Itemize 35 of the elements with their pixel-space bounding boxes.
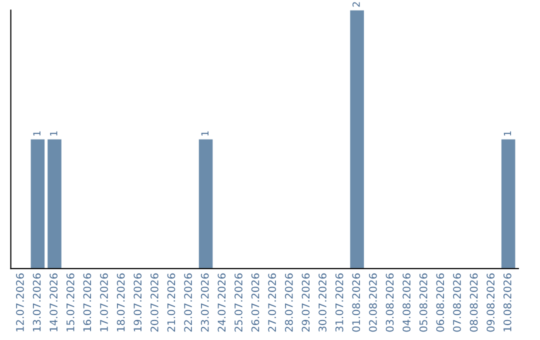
x-tick-label: 21.07.2026 — [167, 273, 176, 332]
data-label: 2 — [352, 2, 360, 7]
x-tick-label: 06.08.2026 — [436, 273, 444, 332]
x-tick-label: 14.07.2026 — [50, 273, 58, 332]
x-tick-label: 16.07.2026 — [83, 273, 92, 332]
x-tick-label: 15.07.2026 — [66, 273, 74, 332]
data-label: 1 — [201, 131, 208, 136]
x-tick-label: 08.08.2026 — [470, 273, 478, 332]
x-tick-label: 25.07.2026 — [234, 273, 242, 332]
x-tick-label: 03.08.2026 — [386, 273, 394, 332]
x-tick-label: 17.07.2026 — [100, 273, 108, 332]
data-label: 1 — [504, 131, 511, 136]
x-tick-label: 13.07.2026 — [32, 273, 41, 332]
x-tick-label: 29.07.2026 — [302, 273, 310, 332]
x-tick-label: 04.08.2026 — [402, 273, 410, 332]
x-tick-label: 12.07.2026 — [16, 273, 24, 332]
x-tick-label: 23.07.2026 — [200, 273, 209, 332]
x-tick-label: 05.08.2026 — [419, 273, 428, 332]
x-tick-label: 09.08.2026 — [486, 273, 495, 332]
x-tick-label: 26.07.2026 — [251, 273, 260, 332]
x-tick-label: 19.07.2026 — [134, 273, 142, 332]
x-tick-label: 18.07.2026 — [116, 273, 125, 332]
x-tick-label: 27.07.2026 — [268, 273, 276, 332]
x-tick-label: 22.07.2026 — [184, 273, 192, 332]
x-tick-label: 01.08.2026 — [352, 273, 360, 332]
x-tick-label: 02.08.2026 — [368, 273, 377, 332]
x-tick-label: 30.07.2026 — [318, 273, 326, 332]
x-tick-label: 10.08.2026 — [503, 273, 512, 332]
data-label: 1 — [33, 131, 40, 136]
x-tick-label: 24.07.2026 — [218, 273, 226, 332]
x-tick-label: 28.07.2026 — [284, 273, 293, 332]
x-tick-label: 31.07.2026 — [335, 273, 344, 332]
x-tick-label: 20.07.2026 — [150, 273, 158, 332]
data-label: 1 — [50, 131, 58, 136]
x-tick-label: 07.08.2026 — [453, 273, 461, 332]
